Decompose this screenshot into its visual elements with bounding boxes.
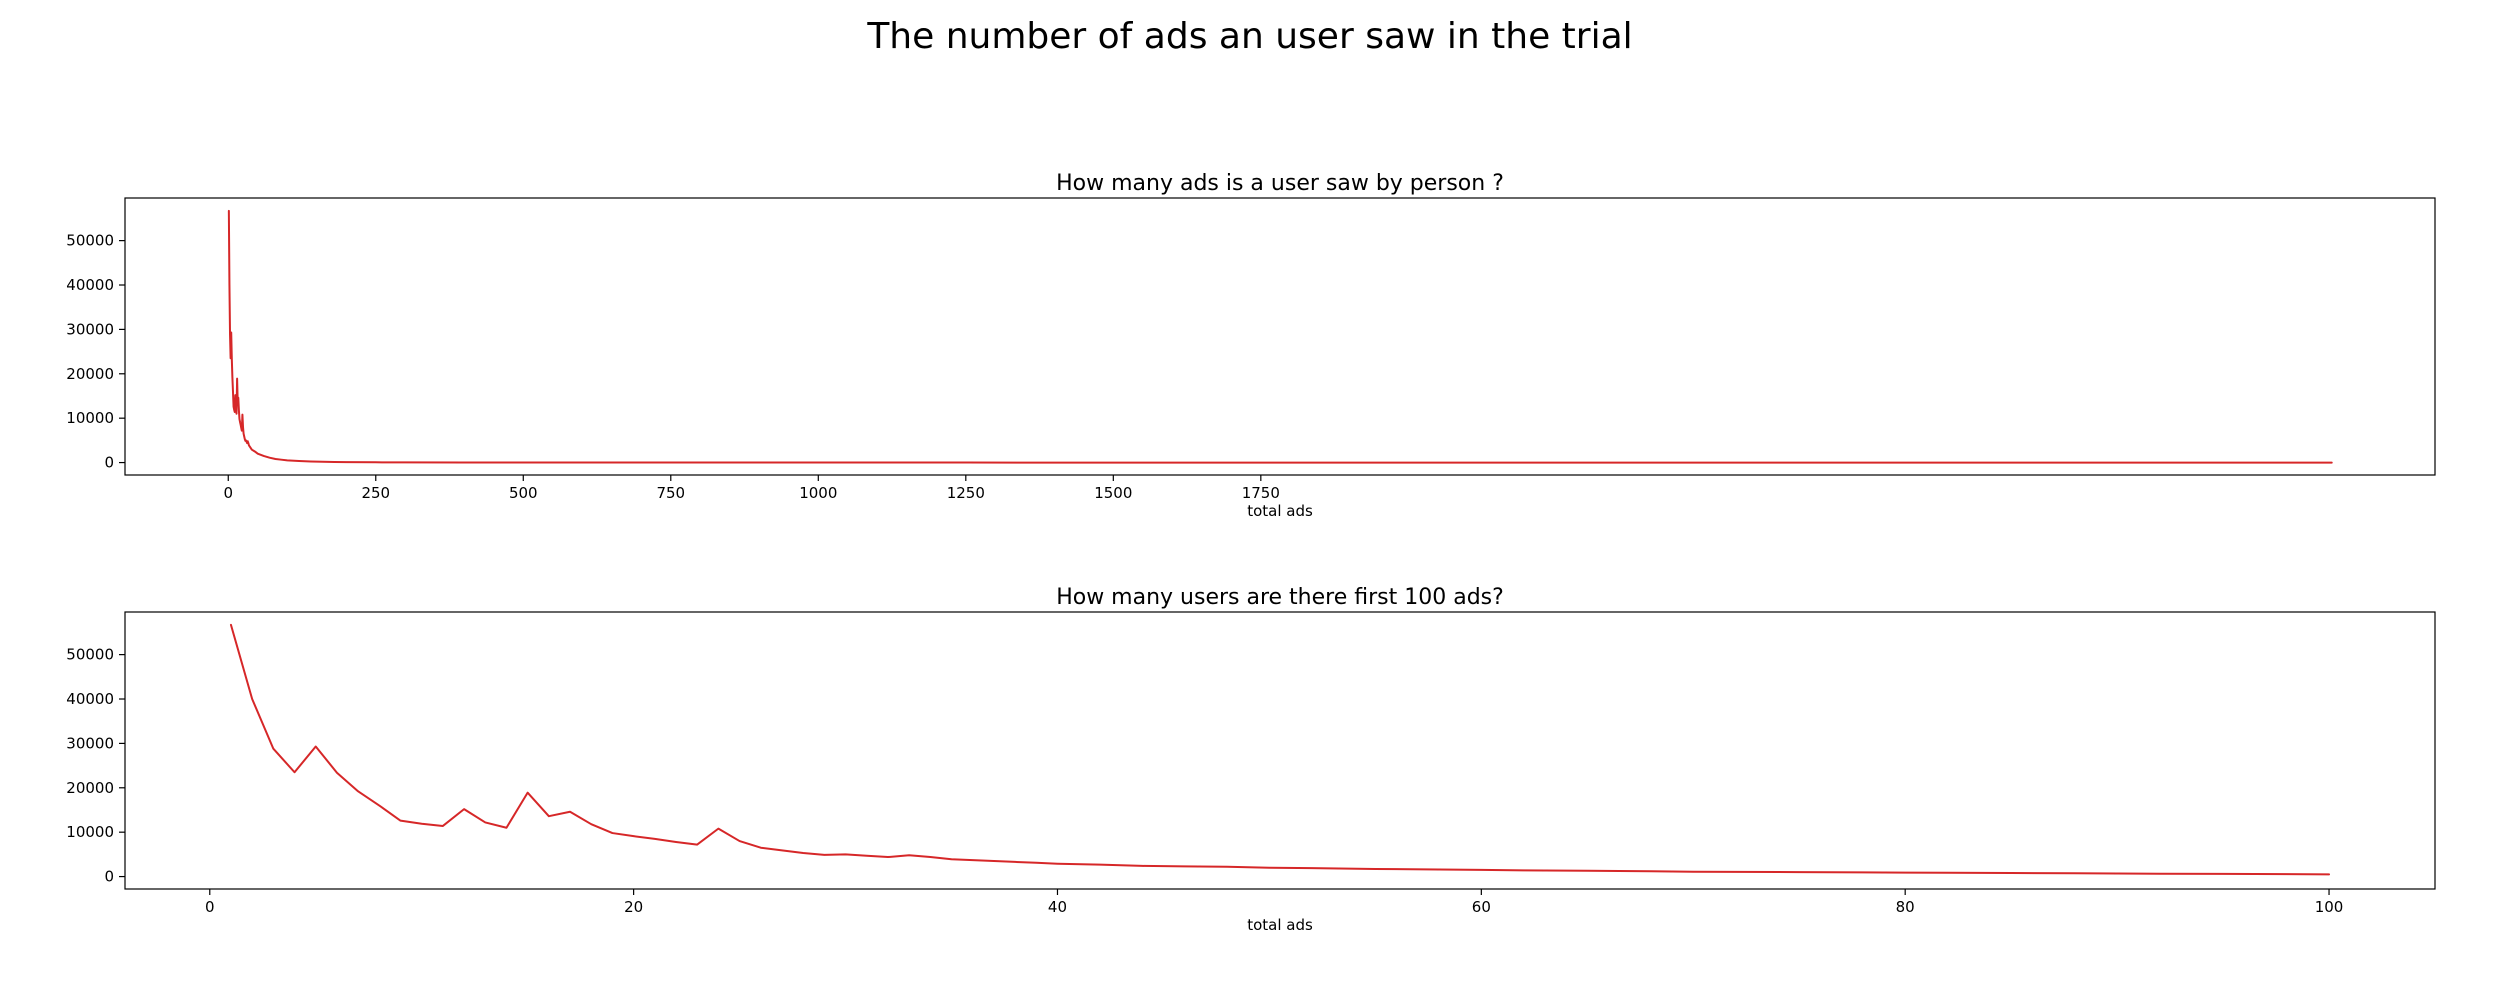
chart-bottom-x-tick-label: 0 [205,898,215,916]
chart-bottom-x-tick-label: 60 [1472,898,1491,916]
chart-top-y-tick-label: 20000 [66,365,114,383]
chart-top-ads-per-user: How many ads is a user saw by person ? 0… [66,171,2436,520]
chart-bottom-x-tick-label: 40 [1048,898,1067,916]
chart-top-x-tick-label: 1500 [1094,484,1132,502]
chart-top-y-tick-label: 0 [104,454,114,472]
figure-suptitle: The number of ads an user saw in the tri… [866,16,1632,57]
chart-bottom-x-axis: 0 20 40 60 80 100 [205,889,2343,916]
chart-bottom-first-100-ads: How many users are there first 100 ads? … [66,585,2436,934]
chart-bottom-x-tick-label: 80 [1896,898,1915,916]
chart-bottom-x-tick-label: 20 [624,898,643,916]
chart-bottom-plot-area [124,611,2436,890]
chart-bottom-y-tick-label: 20000 [66,779,114,797]
chart-top-x-tick-label: 1750 [1242,484,1280,502]
chart-top-x-axis-label: total ads [1247,502,1313,520]
chart-top-x-tick-label: 500 [509,484,538,502]
chart-bottom-y-tick-label: 30000 [66,734,114,752]
chart-top-y-axis: 0 10000 20000 30000 40000 50000 [66,232,125,472]
chart-bottom-y-axis: 0 10000 20000 30000 40000 50000 [66,646,125,886]
chart-bottom-y-tick-label: 50000 [66,646,114,664]
chart-top-x-axis: 0 250 500 750 1000 1250 1500 1750 [223,475,1280,502]
chart-bottom-title: How many users are there first 100 ads? [1056,585,1504,610]
chart-top-y-tick-label: 30000 [66,320,114,338]
chart-top-y-tick-label: 40000 [66,276,114,294]
chart-top-x-tick-label: 0 [223,484,233,502]
chart-top-y-tick-label: 10000 [66,409,114,427]
chart-top-series-line [227,209,2333,464]
chart-bottom-y-tick-label: 10000 [66,823,114,841]
chart-bottom-y-tick-label: 40000 [66,690,114,708]
chart-top-plot-area [124,197,2436,476]
chart-bottom-x-tick-label: 100 [2315,898,2344,916]
chart-bottom-x-axis-label: total ads [1247,916,1313,934]
chart-top-x-tick-label: 750 [656,484,685,502]
chart-top-x-tick-label: 1000 [799,484,837,502]
chart-bottom-y-tick-label: 0 [104,868,114,886]
chart-top-title: How many ads is a user saw by person ? [1056,171,1504,196]
chart-bottom-series-line [229,623,2331,876]
chart-top-y-tick-label: 50000 [66,232,114,250]
chart-top-x-tick-label: 1250 [947,484,985,502]
chart-top-x-tick-label: 250 [361,484,390,502]
